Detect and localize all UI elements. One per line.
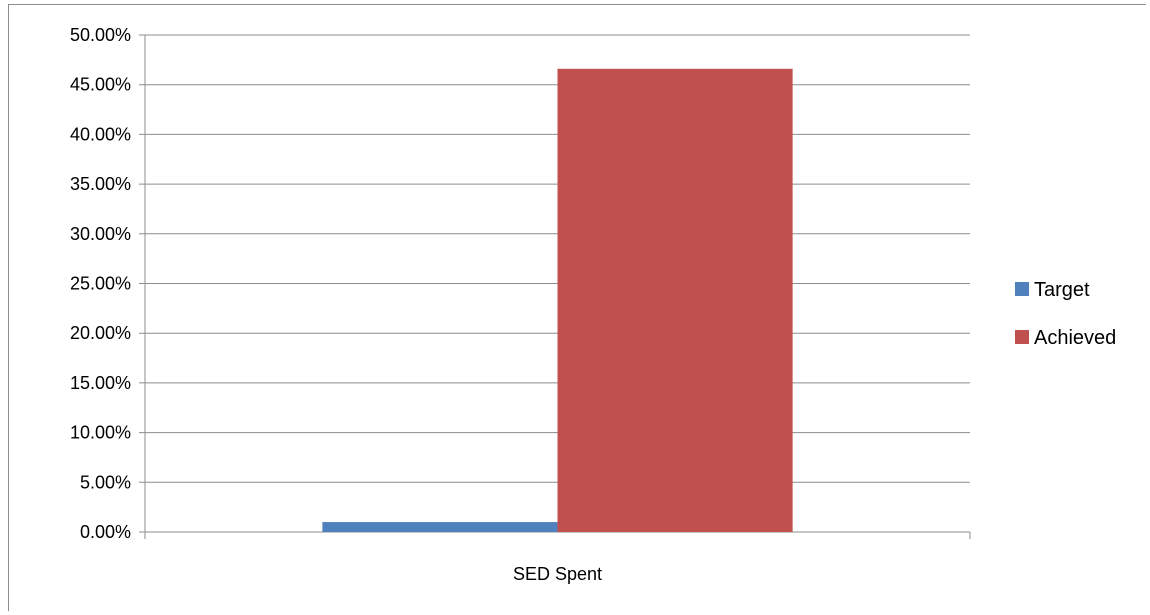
y-tick-label: 20.00% — [70, 323, 131, 343]
bar-target — [322, 522, 558, 532]
bar-achieved — [557, 68, 793, 533]
y-tick-label: 0.00% — [80, 522, 131, 542]
legend: Target Achieved — [1015, 279, 1116, 349]
y-tick-label: 40.00% — [70, 124, 131, 144]
x-axis-tick-labels: SED Spent — [513, 564, 602, 584]
y-tick-label: 35.00% — [70, 174, 131, 194]
y-tick-label: 45.00% — [70, 75, 131, 95]
x-tick-label: SED Spent — [513, 564, 602, 584]
legend-label-target: Target — [1034, 279, 1090, 301]
y-axis-tick-labels: 0.00% 5.00% 10.00% 15.00% 20.00% 25.00% 30.00%… — [70, 25, 131, 542]
y-tick-label: 5.00% — [80, 472, 131, 492]
gridlines — [139, 34, 970, 483]
legend-swatch-target — [1015, 282, 1029, 296]
axes — [139, 35, 971, 539]
y-tick-label: 10.00% — [70, 423, 131, 443]
legend-swatch-achieved — [1015, 330, 1029, 344]
y-tick-label: 15.00% — [70, 373, 131, 393]
y-tick-label: 25.00% — [70, 274, 131, 294]
y-tick-label: 50.00% — [70, 25, 131, 45]
bars — [322, 68, 793, 533]
legend-label-achieved: Achieved — [1034, 327, 1116, 349]
y-tick-label: 30.00% — [70, 224, 131, 244]
